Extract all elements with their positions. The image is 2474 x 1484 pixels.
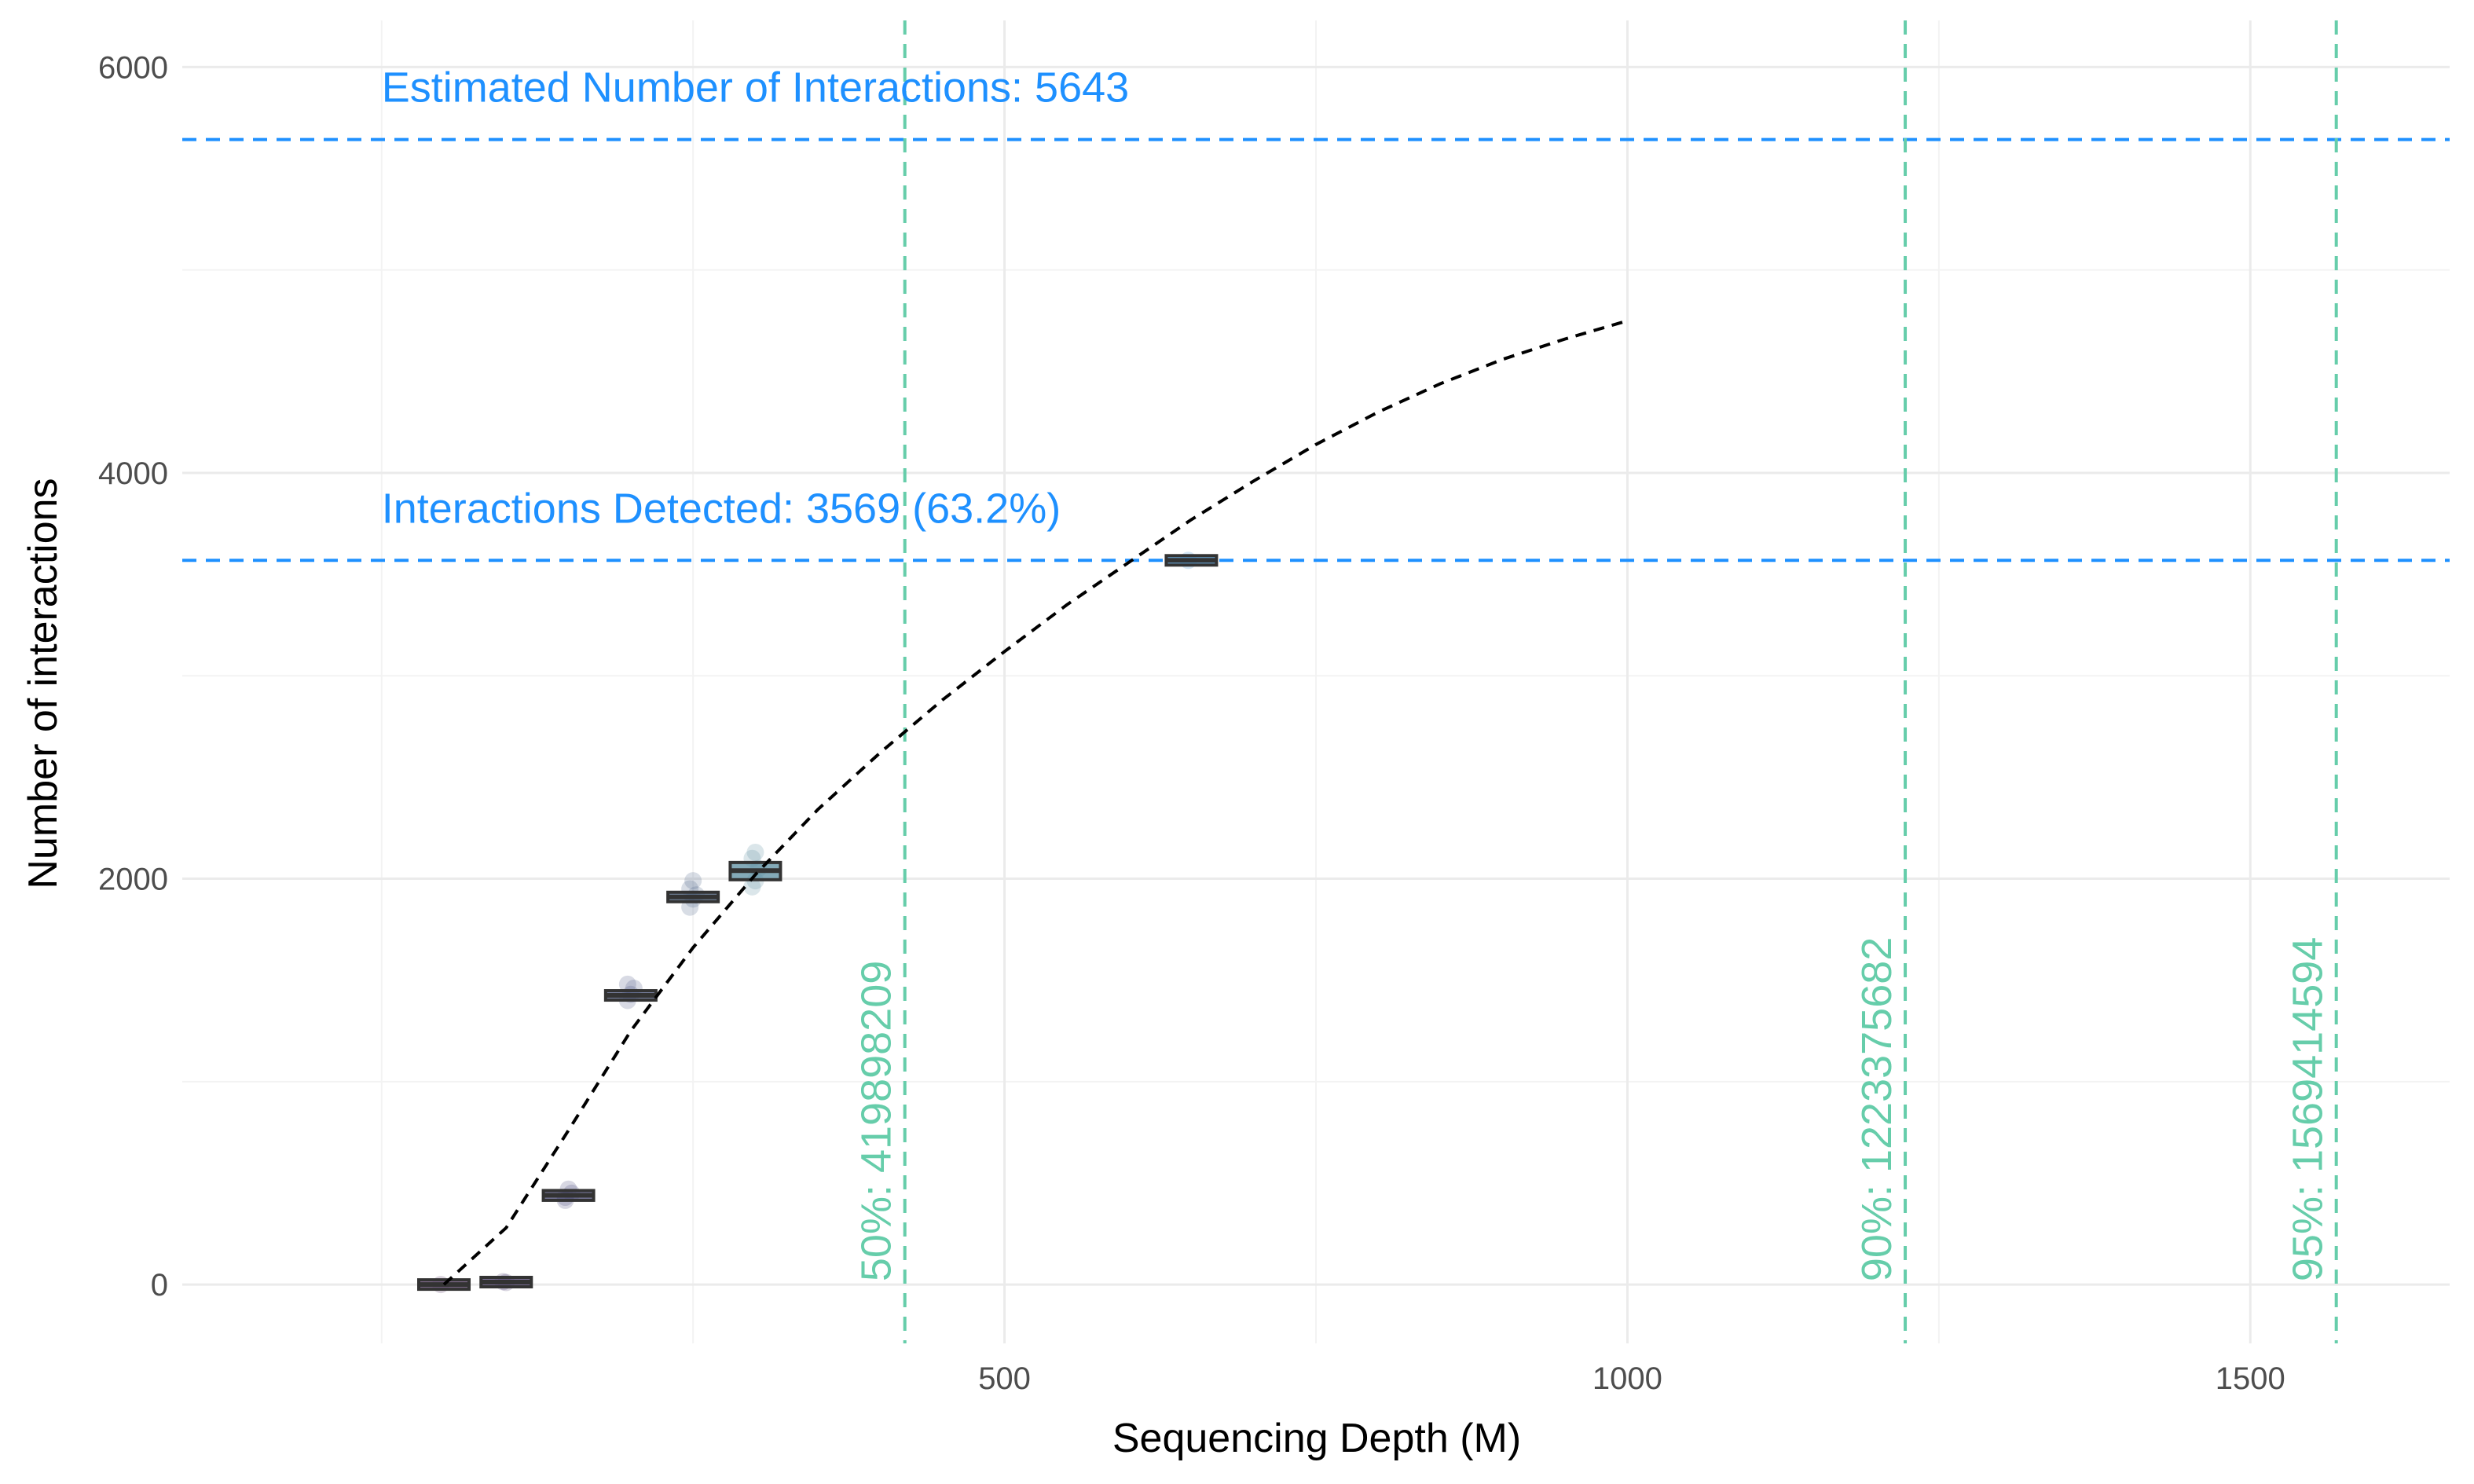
vertical-reference-label: 95%: 1569414594 — [2285, 937, 2332, 1281]
horizontal-reference-label: Estimated Number of Interactions: 5643 — [382, 64, 1130, 112]
x-axis-title: Sequencing Depth (M) — [1112, 1416, 1521, 1461]
vertical-reference-label: 90%: 1223375682 — [1853, 937, 1900, 1281]
x-tick-label: 500 — [978, 1361, 1031, 1396]
jitter-point — [746, 843, 764, 861]
fitted-curve — [442, 319, 1628, 1286]
x-axis-ticks: 500 1000 1500 — [978, 1361, 2285, 1396]
horizontal-reference-lines — [182, 137, 2450, 562]
vertical-reference-label: 50%: 419898209 — [853, 961, 900, 1281]
x-tick-label: 1000 — [1593, 1361, 1662, 1396]
y-axis-ticks: 0 2000 4000 6000 — [98, 50, 168, 1303]
y-tick-label: 6000 — [98, 50, 168, 85]
y-tick-label: 2000 — [98, 863, 168, 897]
reference-labels: Estimated Number of Interactions: 5643 In… — [382, 64, 2332, 1281]
jitter-point — [743, 878, 761, 896]
vertical-reference-lines — [903, 20, 2338, 1343]
fitted-curve-line — [442, 319, 1628, 1286]
boxplots — [417, 554, 1219, 1292]
jitter-point — [618, 975, 636, 993]
jitter-point — [684, 872, 702, 890]
horizontal-reference-label: Interactions Detected: 3569 (63.2%) — [382, 485, 1061, 532]
y-axis-title: Number of interactions — [20, 478, 66, 889]
x-tick-label: 1500 — [2216, 1361, 2285, 1396]
y-tick-label: 0 — [151, 1268, 168, 1303]
y-tick-label: 4000 — [98, 456, 168, 491]
minor-gridlines — [182, 20, 2450, 1343]
major-gridlines — [182, 20, 2450, 1343]
